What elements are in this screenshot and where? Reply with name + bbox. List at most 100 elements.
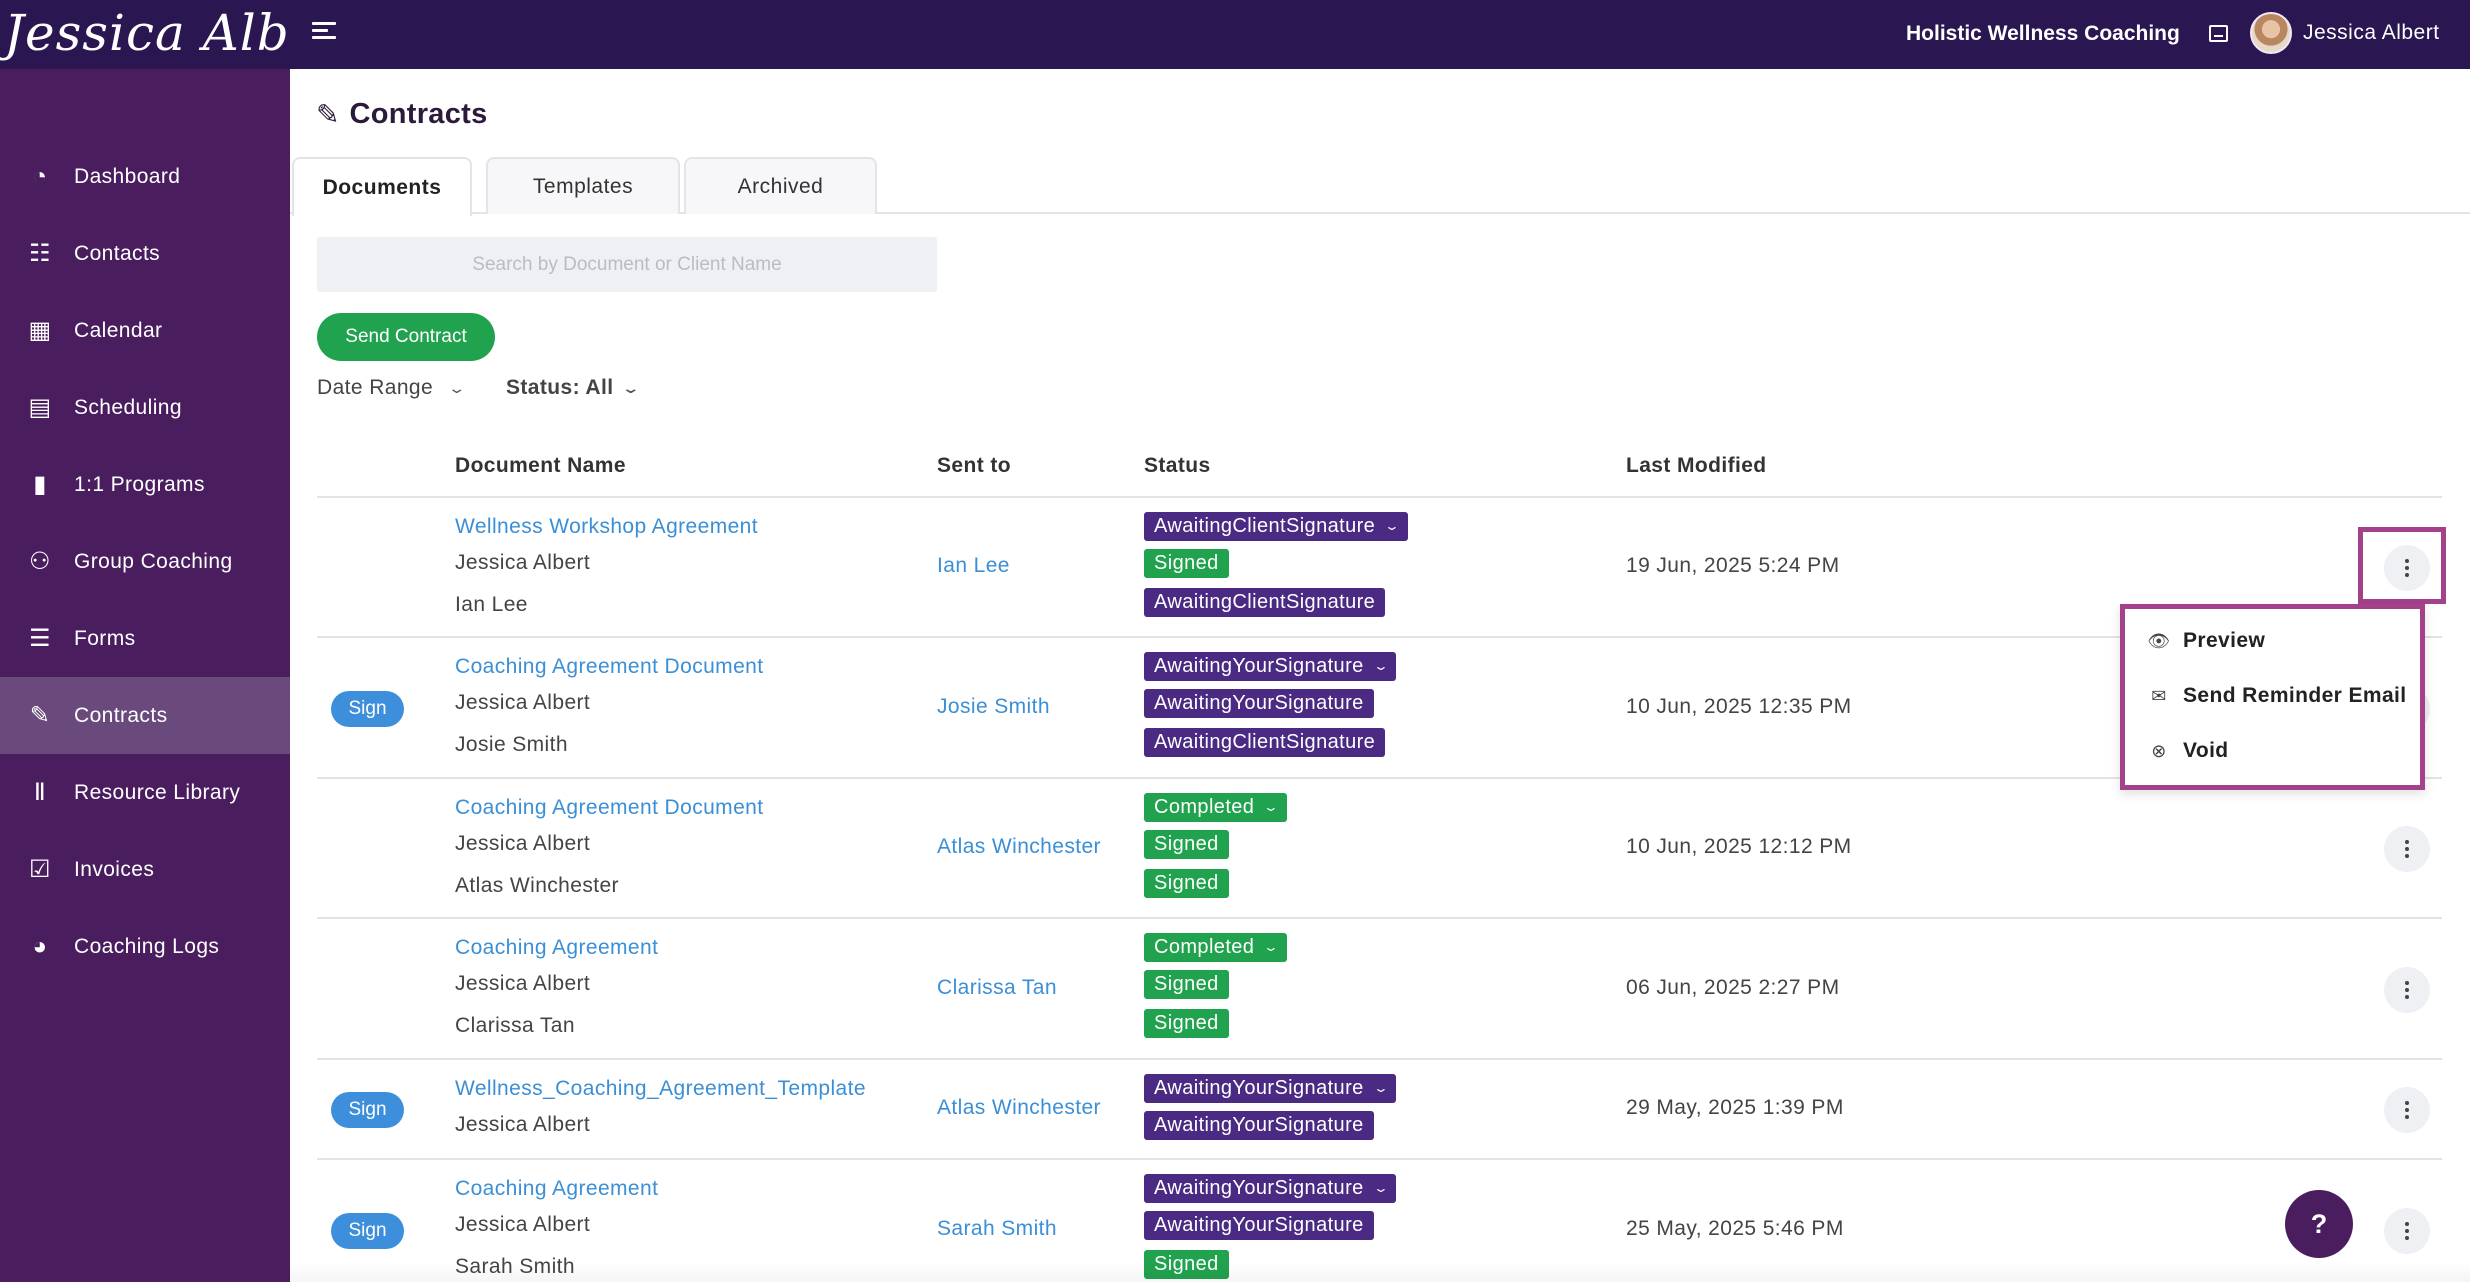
status-label: Signed (1154, 1250, 1219, 1279)
document-link[interactable]: Coaching Agreement Document (455, 655, 764, 678)
more-options-icon[interactable] (2384, 966, 2430, 1013)
sent-to-link[interactable]: Clarissa Tan (937, 975, 1057, 999)
menu-icon[interactable] (312, 22, 336, 46)
last-modified: 10 Jun, 2025 12:35 PM (1626, 694, 1852, 718)
sidebar-item-resource-library[interactable]: Ⅱ Resource Library (0, 754, 290, 831)
status-dropdown[interactable]: AwaitingClientSignature ⌄ (1144, 512, 1408, 541)
table-row[interactable]: Coaching Agreement Document Jessica Alber… (317, 779, 2442, 919)
sign-button[interactable]: Sign (331, 1212, 404, 1249)
more-options-icon[interactable] (2384, 1207, 2430, 1254)
sidebar-item-label: Invoices (74, 857, 155, 881)
more-options-icon[interactable] (2384, 1087, 2430, 1133)
sidebar-item-group-coaching[interactable]: ⚇ Group Coaching (0, 523, 290, 600)
table-row[interactable]: Sign Coaching Agreement Jessica Albert Sara… (317, 1160, 2442, 1282)
document-link[interactable]: Coaching Agreement (455, 1177, 659, 1200)
status-label: AwaitingYourSignature (1154, 1114, 1364, 1136)
help-button[interactable]: ? (2285, 1190, 2353, 1258)
table-row[interactable]: Sign Wellness_Coaching_Agreement_Template… (317, 1060, 2442, 1160)
clock-icon: ◕ (32, 932, 48, 960)
sidebar-item-calendar[interactable]: ▦ Calendar (0, 292, 290, 369)
eye-icon: 👁 (2147, 630, 2171, 651)
status-label: AwaitingClientSignature (1154, 591, 1376, 613)
status-dropdown[interactable]: AwaitingYourSignature ⌄ (1144, 652, 1397, 681)
sign-button[interactable]: Sign (331, 1092, 404, 1128)
search-input[interactable] (317, 237, 937, 292)
scroll-shadow (290, 1262, 2470, 1282)
tab-bar: Documents Templates Archived (290, 157, 2470, 216)
menu-item-preview[interactable]: 👁 Preview (2147, 629, 2265, 653)
sent-to-link[interactable]: Atlas Winchester (937, 835, 1101, 858)
sidebar-item-forms[interactable]: ☰ Forms (0, 600, 290, 677)
status-dropdown[interactable]: AwaitingYourSignature ⌄ (1144, 1074, 1397, 1103)
tab-templates[interactable]: Templates (486, 157, 680, 214)
status-dropdown[interactable]: AwaitingYourSignature ⌄ (1144, 1174, 1397, 1203)
status-badge: AwaitingYourSignature (1144, 689, 1374, 718)
tab-documents[interactable]: Documents (292, 157, 472, 216)
status-badge: Signed (1144, 830, 1229, 859)
signer-name: Jessica Albert (455, 691, 591, 714)
page-title: Contracts (349, 98, 488, 130)
table-row[interactable]: Wellness Workshop Agreement Jessica Alber… (317, 498, 2442, 638)
top-bar: Jessica Albert Holistic Wellness Coachin… (0, 0, 2470, 69)
column-header-document-name[interactable]: Document Name (455, 454, 626, 477)
status-badge: AwaitingClientSignature (1144, 588, 1386, 617)
menu-item-label: Void (2183, 739, 2229, 762)
sidebar-item-contacts[interactable]: ☷ Contacts (0, 215, 290, 292)
sign-button[interactable]: Sign (331, 690, 404, 727)
status-label: AwaitingYourSignature (1154, 692, 1364, 714)
chevron-down-icon: ⌄ (1372, 659, 1390, 673)
table-row[interactable]: Coaching Agreement Jessica Albert Clarissa… (317, 919, 2442, 1060)
void-icon: ⊗ (2151, 740, 2167, 761)
sidebar-item-label: Contacts (74, 241, 161, 265)
status-label: AwaitingYourSignature (1154, 1177, 1364, 1199)
send-contract-button[interactable]: Send Contract (317, 313, 495, 361)
document-link[interactable]: Coaching Agreement Document (455, 796, 764, 819)
sent-to-link[interactable]: Ian Lee (937, 554, 1010, 577)
user-name[interactable]: Jessica Albert (2303, 21, 2440, 44)
contract-icon: ✎ (29, 701, 51, 729)
document-link[interactable]: Wellness_Coaching_Agreement_Template (455, 1077, 866, 1100)
document-link[interactable]: Wellness Workshop Agreement (455, 515, 758, 538)
status-filter[interactable]: Status: All ⌄ (506, 376, 641, 400)
library-icon: Ⅱ (33, 778, 47, 806)
status-badge: Signed (1144, 869, 1229, 898)
avatar[interactable] (2250, 12, 2292, 54)
more-options-icon[interactable] (2384, 826, 2430, 872)
signer-name: Jessica Albert (455, 551, 591, 574)
sidebar-item-dashboard[interactable]: ◔ Dashboard (0, 138, 290, 215)
status-label: Signed (1154, 973, 1219, 995)
menu-item-label: Send Reminder Email (2183, 684, 2407, 707)
chevron-down-icon: ⌄ (1372, 1181, 1390, 1195)
chevron-down-icon: ⌄ (447, 379, 467, 396)
sent-to-link[interactable]: Atlas Winchester (937, 1096, 1101, 1119)
last-modified: 06 Jun, 2025 2:27 PM (1626, 975, 1840, 999)
sidebar: ◔ Dashboard ☷ Contacts ▦ Calendar ▤ Scheduling ▮… (0, 69, 290, 1282)
status-badge: Signed (1144, 1009, 1229, 1038)
column-header-last-modified[interactable]: Last Modified (1626, 454, 1767, 477)
column-header-sent-to[interactable]: Sent to (937, 454, 1011, 477)
status-label: AwaitingYourSignature (1154, 1214, 1364, 1236)
menu-item-send-reminder-email[interactable]: ✉ Send Reminder Email (2147, 684, 2407, 708)
status-label: Signed (1154, 552, 1219, 574)
status-dropdown[interactable]: Completed ⌄ (1144, 793, 1287, 822)
sidebar-item-1-1-programs[interactable]: ▮ 1:1 Programs (0, 446, 290, 523)
column-header-status[interactable]: Status (1144, 454, 1211, 477)
sent-to-link[interactable]: Josie Smith (937, 694, 1050, 718)
sent-to-link[interactable]: Sarah Smith (937, 1216, 1057, 1240)
signer-name: Josie Smith (455, 733, 568, 756)
sidebar-item-invoices[interactable]: ☑ Invoices (0, 831, 290, 908)
document-link[interactable]: Coaching Agreement (455, 936, 659, 959)
inbox-icon[interactable] (2209, 25, 2228, 42)
sidebar-item-scheduling[interactable]: ▤ Scheduling (0, 369, 290, 446)
tab-archived[interactable]: Archived (684, 157, 877, 214)
mail-icon: ✉ (2151, 685, 2167, 706)
date-range-filter[interactable]: Date Range ⌄ (317, 376, 467, 400)
last-modified: 10 Jun, 2025 12:12 PM (1626, 835, 1852, 858)
logo[interactable]: Jessica Albert (4, 4, 290, 62)
more-options-icon[interactable] (2384, 545, 2430, 591)
menu-item-void[interactable]: ⊗ Void (2147, 739, 2229, 763)
status-dropdown[interactable]: Completed ⌄ (1144, 933, 1287, 962)
sidebar-item-contracts[interactable]: ✎ Contracts (0, 677, 290, 754)
sidebar-item-coaching-logs[interactable]: ◕ Coaching Logs (0, 908, 290, 985)
signer-name: Jessica Albert (455, 832, 591, 855)
